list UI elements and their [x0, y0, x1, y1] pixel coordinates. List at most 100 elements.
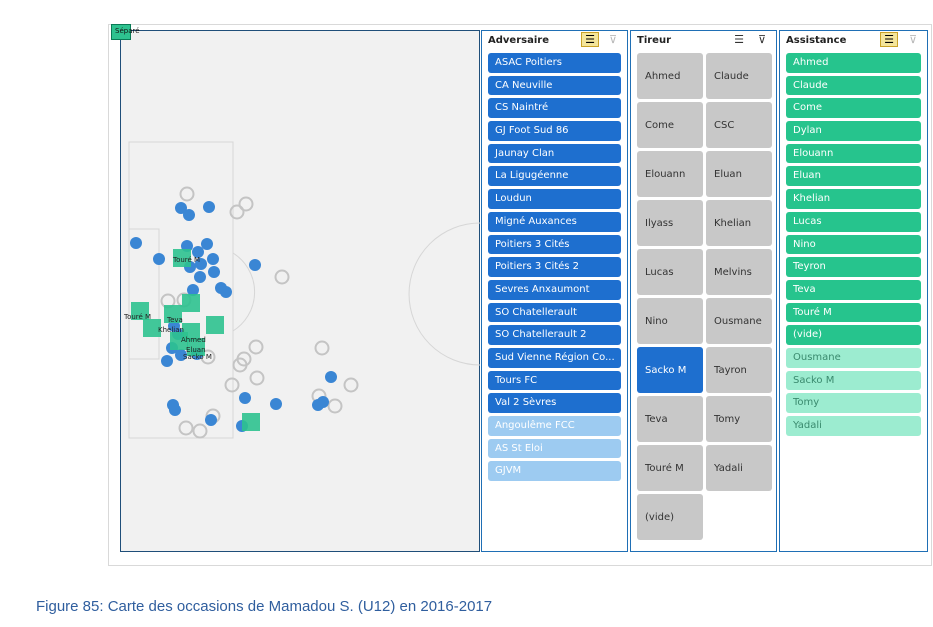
adversaire-item[interactable]: Jaunay Clan	[488, 143, 621, 164]
shot-marker[interactable]	[195, 258, 207, 270]
adversaire-item[interactable]: Loudun	[488, 189, 621, 209]
shot-marker[interactable]	[205, 414, 217, 426]
multi-select-icon[interactable]: ☰	[581, 32, 599, 47]
shot-marker[interactable]	[175, 202, 187, 214]
adversaire-item[interactable]: Poitiers 3 Cités	[488, 234, 621, 255]
tireur-item[interactable]: Khelian	[706, 200, 772, 246]
shot-marker[interactable]	[220, 286, 232, 298]
assisted-shot-marker[interactable]	[170, 332, 188, 350]
tireur-item[interactable]: Ilyass	[637, 200, 703, 246]
adversaire-item[interactable]: Migné Auxances	[488, 211, 621, 232]
adversaire-item[interactable]: AS St Eloi	[488, 438, 621, 459]
assisted-shot-marker[interactable]	[182, 294, 200, 312]
tireur-item[interactable]: Sacko M	[637, 347, 703, 393]
shot-marker[interactable]	[161, 355, 173, 367]
shot-marker[interactable]	[175, 349, 187, 361]
assistance-item[interactable]: Teyron	[786, 257, 921, 277]
assisted-shot-marker[interactable]	[143, 319, 161, 337]
adversaire-item[interactable]: SO Chatellerault 2	[488, 325, 621, 345]
tireur-item[interactable]: Eluan	[706, 151, 772, 197]
adversaire-item[interactable]: SO Chatellerault	[488, 302, 621, 323]
tireur-item[interactable]: Yadali	[706, 445, 772, 491]
assistance-item[interactable]: Lucas	[786, 211, 921, 232]
shot-marker[interactable]	[207, 253, 219, 265]
assisted-shot-marker[interactable]	[242, 413, 260, 431]
shot-marker[interactable]	[183, 209, 195, 221]
shot-marker[interactable]	[325, 371, 337, 383]
adversaire-item[interactable]: CA Neuville	[488, 75, 621, 96]
shot-marker[interactable]	[208, 266, 220, 278]
shot-marker[interactable]	[153, 253, 165, 265]
assistance-item[interactable]: Ousmane	[786, 347, 921, 368]
multi-select-icon[interactable]: ☰	[734, 33, 744, 46]
assisted-shot-marker[interactable]	[131, 302, 149, 320]
shot-marker[interactable]	[312, 399, 324, 411]
missed-shot-marker[interactable]	[232, 357, 248, 373]
tireur-item[interactable]: Elouann	[637, 151, 703, 197]
assistance-item[interactable]: (vide)	[786, 325, 921, 345]
assistance-item[interactable]: Tomy	[786, 393, 921, 413]
assistance-item[interactable]: Nino	[786, 234, 921, 255]
missed-shot-marker[interactable]	[248, 339, 264, 355]
assistance-item[interactable]: Claude	[786, 75, 921, 96]
missed-shot-marker[interactable]	[249, 370, 265, 386]
missed-shot-marker[interactable]	[274, 269, 290, 285]
tireur-item[interactable]: Nino	[637, 298, 703, 344]
shot-marker[interactable]	[130, 237, 142, 249]
assistance-item[interactable]: Ahmed	[786, 53, 921, 73]
tireur-item[interactable]: Melvins	[706, 249, 772, 295]
assistance-item[interactable]: Come	[786, 98, 921, 119]
shot-marker[interactable]	[203, 201, 215, 213]
shot-marker[interactable]	[187, 284, 199, 296]
assisted-shot-marker[interactable]	[206, 316, 224, 334]
clear-filter-icon[interactable]: ⊽	[757, 33, 767, 46]
missed-shot-marker[interactable]	[179, 186, 195, 202]
adversaire-item[interactable]: La Ligugéenne	[488, 166, 621, 187]
shot-marker[interactable]	[194, 271, 206, 283]
tireur-item[interactable]: Claude	[706, 53, 772, 99]
assistance-item[interactable]: Teva	[786, 279, 921, 300]
adversaire-item[interactable]: Angoulême FCC	[488, 416, 621, 436]
assistance-item[interactable]: Touré M	[786, 302, 921, 323]
tireur-item[interactable]: Ahmed	[637, 53, 703, 99]
adversaire-item[interactable]: GJVM	[488, 461, 621, 482]
tireur-item[interactable]: (vide)	[637, 494, 703, 540]
adversaire-item[interactable]: Sevres Anxaumont	[488, 279, 621, 300]
assisted-shot-marker[interactable]	[187, 338, 205, 356]
assistance-item[interactable]: Dylan	[786, 121, 921, 141]
clear-filter-icon[interactable]: ⊽	[908, 33, 918, 46]
missed-shot-marker[interactable]	[192, 423, 208, 439]
tireur-item[interactable]: Ousmane	[706, 298, 772, 344]
adversaire-item[interactable]: ASAC Poitiers	[488, 53, 621, 73]
missed-shot-marker[interactable]	[229, 204, 245, 220]
multi-select-icon[interactable]: ☰	[880, 32, 898, 47]
adversaire-item[interactable]: Tours FC	[488, 370, 621, 391]
missed-shot-marker[interactable]	[327, 398, 343, 414]
tireur-item[interactable]: CSC	[706, 102, 772, 148]
clear-filter-icon[interactable]: ⊽	[608, 33, 618, 46]
assistance-item[interactable]: Elouann	[786, 143, 921, 164]
tireur-item[interactable]: Come	[637, 102, 703, 148]
shot-marker[interactable]	[249, 259, 261, 271]
tireur-item[interactable]: Tomy	[706, 396, 772, 442]
assistance-item[interactable]: Sacko M	[786, 370, 921, 391]
shot-marker[interactable]	[169, 404, 181, 416]
adversaire-item[interactable]: Val 2 Sèvres	[488, 393, 621, 413]
assistance-item[interactable]: Yadali	[786, 416, 921, 436]
shot-marker[interactable]	[239, 392, 251, 404]
adversaire-item[interactable]: GJ Foot Sud 86	[488, 121, 621, 141]
missed-shot-marker[interactable]	[343, 377, 359, 393]
tireur-item[interactable]: Lucas	[637, 249, 703, 295]
tireur-item[interactable]: Tayron	[706, 347, 772, 393]
missed-shot-marker[interactable]	[178, 420, 194, 436]
assisted-shot-marker[interactable]	[164, 305, 182, 323]
adversaire-item[interactable]: Sud Vienne Région Co...	[488, 347, 621, 368]
missed-shot-marker[interactable]	[224, 377, 240, 393]
adversaire-item[interactable]: CS Naintré	[488, 98, 621, 119]
missed-shot-marker[interactable]	[238, 196, 254, 212]
shot-marker[interactable]	[270, 398, 282, 410]
missed-shot-marker[interactable]	[314, 340, 330, 356]
assistance-item[interactable]: Eluan	[786, 166, 921, 187]
shot-marker[interactable]	[201, 238, 213, 250]
tireur-item[interactable]: Teva	[637, 396, 703, 442]
